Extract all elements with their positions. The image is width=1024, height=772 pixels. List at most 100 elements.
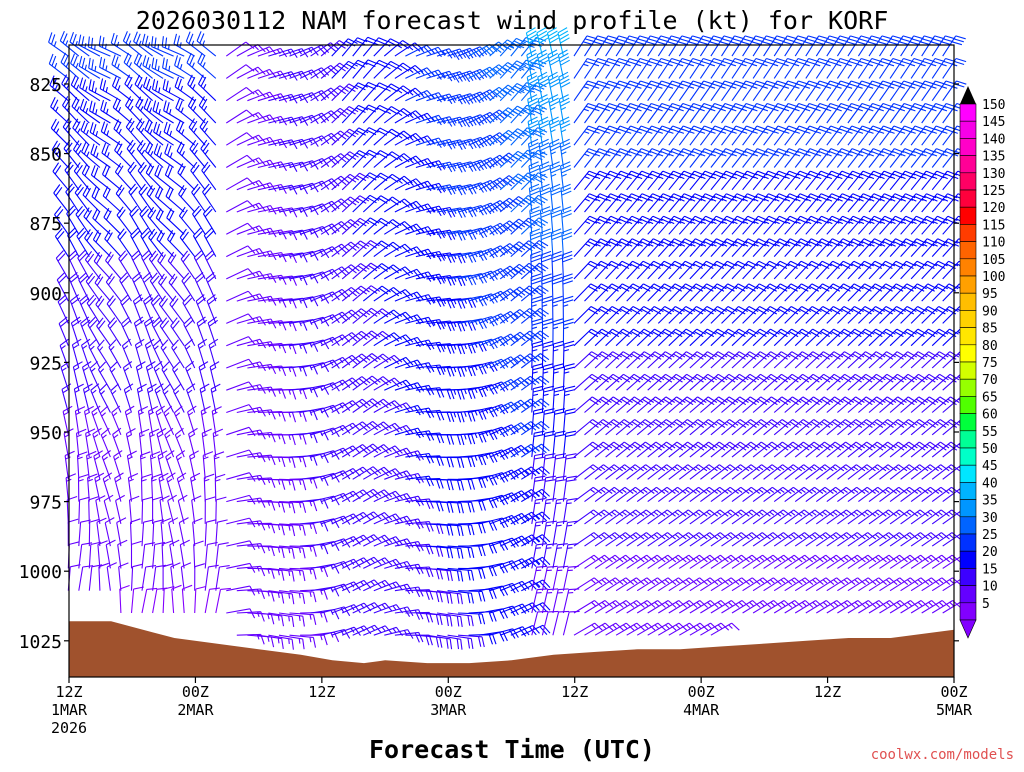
- wind-barb: [489, 265, 519, 280]
- wind-barb: [594, 306, 622, 324]
- colorbar-label: 125: [982, 184, 1005, 199]
- wind-barb: [858, 306, 885, 324]
- wind-barb: [742, 486, 771, 503]
- wind-barb: [150, 294, 164, 324]
- wind-barb: [678, 125, 704, 146]
- wind-barb: [752, 125, 778, 146]
- wind-barb: [352, 375, 381, 391]
- wind-barb: [289, 590, 317, 603]
- wind-barb: [826, 80, 851, 102]
- wind-barb: [826, 373, 854, 391]
- wind-barb: [468, 157, 498, 169]
- wind-barb: [171, 339, 185, 369]
- wind-barb: [70, 75, 90, 102]
- wind-barb: [426, 590, 453, 604]
- wind-barb: [615, 80, 640, 102]
- wind-barb: [889, 260, 917, 280]
- wind-barb: [88, 339, 101, 369]
- wind-barb: [657, 170, 684, 191]
- wind-barb: [668, 35, 692, 57]
- colorbar-swatch: [959, 550, 977, 569]
- wind-barb: [457, 272, 488, 284]
- wind-barb: [879, 193, 905, 213]
- wind-barb: [847, 57, 872, 79]
- wind-barb: [721, 554, 750, 569]
- wind-barb: [636, 35, 661, 57]
- wind-barb: [310, 87, 340, 102]
- wind-barb: [889, 193, 916, 213]
- wind-barb: [341, 127, 369, 146]
- wind-barb: [678, 283, 706, 302]
- wind-barb: [125, 96, 143, 124]
- wind-barb: [426, 567, 453, 582]
- wind-barb: [257, 252, 287, 263]
- wind-barb: [752, 464, 781, 480]
- wind-barb: [921, 238, 948, 257]
- x-tick-label: 3MAR: [430, 701, 467, 719]
- wind-barb: [605, 125, 630, 146]
- wind-barb: [458, 634, 485, 648]
- wind-barb: [541, 273, 552, 302]
- wind-barb: [151, 78, 174, 102]
- wind-barb: [573, 577, 603, 592]
- wind-barb: [99, 405, 111, 436]
- wind-barb: [373, 309, 403, 324]
- wind-barb: [647, 102, 672, 124]
- wind-barb: [668, 577, 698, 592]
- wind-barb: [173, 405, 185, 436]
- wind-barb: [415, 545, 444, 557]
- wind-barb: [109, 361, 122, 391]
- wind-barb: [921, 215, 948, 235]
- wind-barb: [352, 307, 381, 324]
- colorbar-swatch: [959, 189, 977, 208]
- wind-barb: [657, 441, 686, 458]
- wind-barb: [847, 102, 873, 124]
- wind-barb: [69, 294, 81, 324]
- credit-link[interactable]: coolwx.com/models: [871, 747, 1014, 763]
- wind-barb: [615, 419, 644, 436]
- wind-barb: [130, 563, 143, 591]
- wind-barb: [162, 383, 175, 413]
- colorbar-swatch: [959, 499, 977, 518]
- wind-barb: [647, 215, 674, 235]
- wind-barb: [175, 119, 196, 146]
- wind-barb: [605, 35, 629, 57]
- wind-barb: [204, 519, 217, 547]
- wind-barb: [538, 116, 550, 146]
- wind-barb: [562, 610, 580, 636]
- wind-barb: [436, 343, 466, 355]
- colorbar-label: 85: [982, 322, 998, 337]
- wind-barb: [815, 148, 841, 168]
- wind-barb: [489, 288, 519, 302]
- wind-barb: [552, 565, 569, 591]
- wind-barb: [921, 193, 947, 213]
- wind-barb: [562, 318, 574, 346]
- wind-barb: [773, 170, 800, 191]
- wind-barb: [731, 57, 756, 79]
- wind-barb: [879, 283, 906, 302]
- wind-barb: [479, 608, 508, 619]
- wind-barb: [636, 419, 665, 436]
- wind-barb: [78, 565, 94, 591]
- wind-barb: [179, 539, 190, 569]
- wind-barb: [857, 238, 885, 257]
- wind-barb: [626, 125, 652, 146]
- wind-barb: [144, 119, 164, 146]
- wind-barb: [190, 472, 201, 502]
- wind-barb: [921, 396, 949, 413]
- wind-barb: [721, 80, 746, 102]
- wind-barb: [573, 35, 598, 57]
- wind-barb: [605, 486, 634, 503]
- wind-barb: [699, 260, 727, 280]
- wind-barb: [742, 577, 772, 592]
- wind-barb: [405, 44, 435, 57]
- wind-barb: [858, 373, 886, 391]
- wind-barb: [352, 466, 382, 480]
- wind-barb: [721, 351, 749, 369]
- wind-barb: [836, 80, 862, 102]
- wind-barb: [584, 125, 609, 146]
- wind-barb: [88, 518, 100, 547]
- wind-barb: [236, 565, 266, 577]
- wind-barb: [900, 328, 928, 347]
- wind-barb: [268, 590, 295, 605]
